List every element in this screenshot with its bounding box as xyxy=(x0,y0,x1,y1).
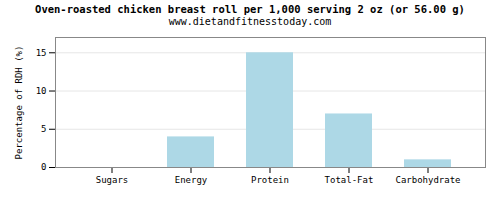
svg-text:Energy: Energy xyxy=(175,175,208,185)
svg-text:10: 10 xyxy=(36,86,47,96)
html-text:Oven-roasted chicken breast ro: Oven-roasted chicken breast roll per 1,0… xyxy=(35,3,465,15)
svg-text:Sugars: Sugars xyxy=(96,175,129,185)
svg-text:Carbohydrate: Carbohydrate xyxy=(395,175,460,185)
svg-text:Total-Fat: Total-Fat xyxy=(325,175,374,185)
svg-text:Protein: Protein xyxy=(251,175,289,185)
html-text:www.dietandfitnesstoday.com: www.dietandfitnesstoday.com xyxy=(168,16,332,27)
svg-text:Percentage of RDH (%): Percentage of RDH (%) xyxy=(14,46,24,160)
svg-text:15: 15 xyxy=(36,48,47,58)
svg-text:5: 5 xyxy=(41,124,46,134)
svg-text:0: 0 xyxy=(41,162,46,172)
